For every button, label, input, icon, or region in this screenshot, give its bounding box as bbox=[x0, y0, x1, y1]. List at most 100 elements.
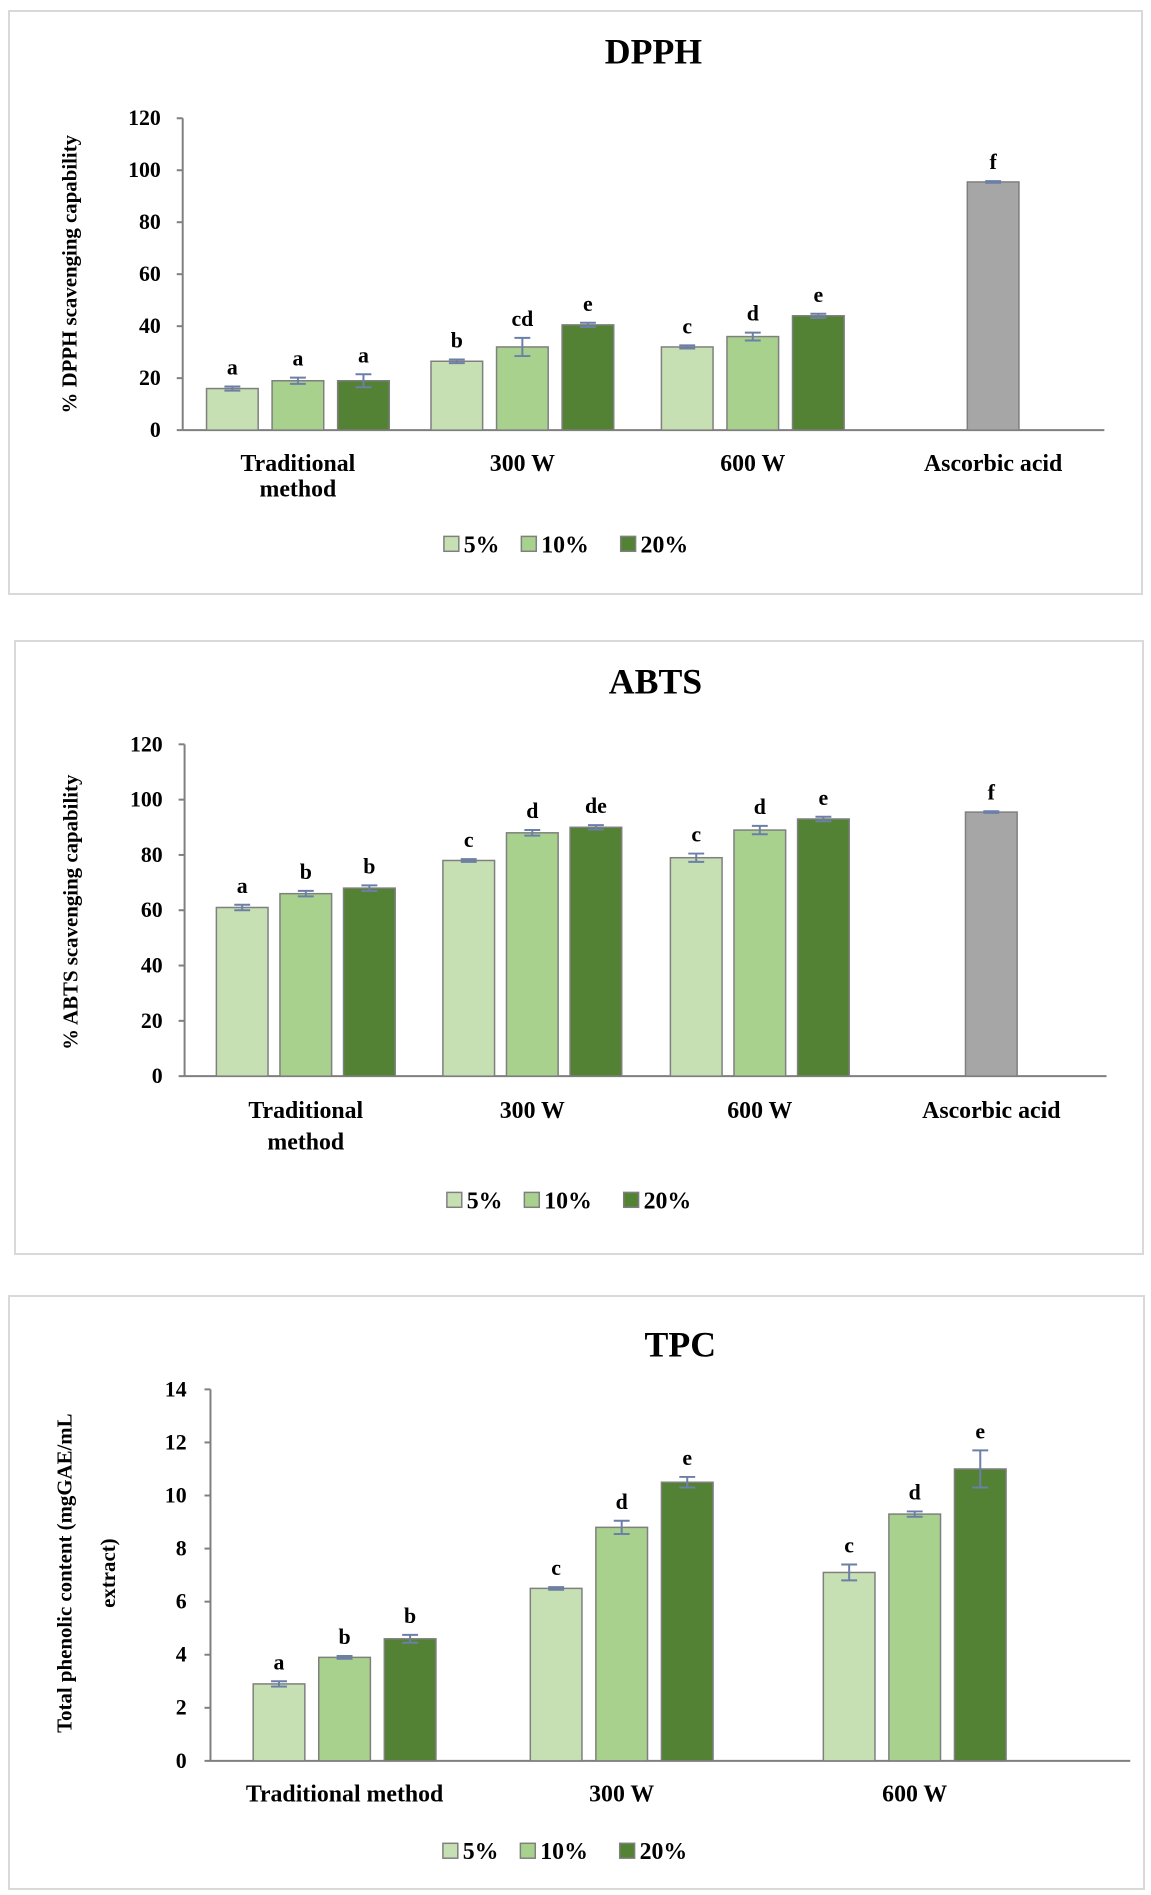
abts-significance-letter: d bbox=[754, 795, 766, 819]
tpc-significance-letter: e bbox=[975, 1419, 985, 1443]
dpph-bar bbox=[966, 181, 1020, 431]
tpc-category-label: 300 W bbox=[589, 1782, 654, 1808]
abts-bar bbox=[569, 826, 623, 1077]
dpph-category-label: Traditional method bbox=[241, 451, 356, 503]
dpph-bar bbox=[561, 324, 615, 431]
chart-panel-abts: ABTS 0 20 40 60 80 100 120 % ABTS scavenging cap… bbox=[14, 640, 1144, 1255]
tpc-bar bbox=[660, 1481, 714, 1762]
dpph-bar bbox=[430, 360, 484, 431]
abts-chart: ABTS 0 20 40 60 80 100 120 % ABTS scavenging cap… bbox=[58, 662, 1107, 1214]
dpph-bar bbox=[271, 379, 325, 431]
abts-y-tick-label: 0 bbox=[152, 1064, 163, 1088]
abts-legend-swatch bbox=[622, 1191, 640, 1209]
abts-significance-letter: b bbox=[300, 860, 312, 884]
tpc-category-label: Traditional method bbox=[246, 1782, 443, 1808]
dpph-bar bbox=[660, 346, 714, 431]
tpc-significance-letter: b bbox=[404, 1604, 416, 1628]
abts-category-label: Traditional method bbox=[248, 1098, 363, 1156]
abts-significance-letter: c bbox=[691, 823, 701, 847]
tpc-bar bbox=[317, 1656, 372, 1762]
abts-significance-letter: de bbox=[585, 794, 607, 818]
tpc-chart: TPC 0 2 4 6 8 10 12 14 Total phenolic content (mg… bbox=[52, 1325, 1131, 1865]
abts-bar bbox=[964, 811, 1018, 1077]
dpph-legend-label: 10% bbox=[541, 532, 589, 558]
dpph-legend-swatch bbox=[443, 535, 460, 553]
abts-legend: 5% 10% 20% bbox=[446, 1188, 692, 1214]
dpph-category-label: Ascorbic acid bbox=[924, 451, 1062, 477]
dpph-significance-letter: b bbox=[451, 329, 463, 353]
tpc-y-tick-label: 12 bbox=[165, 1430, 187, 1454]
abts-bar bbox=[279, 892, 333, 1077]
tpc-y-tick-label: 0 bbox=[176, 1749, 187, 1773]
dpph-legend: 5% 10% 20% bbox=[443, 532, 689, 558]
dpph-bar bbox=[726, 335, 780, 431]
chart-panel-tpc: TPC 0 2 4 6 8 10 12 14 Total phenolic content (mg… bbox=[8, 1295, 1145, 1890]
abts-category-label: 300 W bbox=[500, 1098, 565, 1124]
tpc-bar bbox=[383, 1638, 437, 1762]
tpc-significance-letter: e bbox=[682, 1446, 692, 1470]
abts-legend-label: 10% bbox=[544, 1188, 592, 1214]
tpc-legend-swatch bbox=[618, 1842, 636, 1859]
abts-y-tick-label: 80 bbox=[141, 843, 163, 867]
tpc-legend-swatch bbox=[442, 1842, 459, 1859]
tpc-y-tick-label: 6 bbox=[176, 1590, 187, 1614]
abts-significance-letter: d bbox=[526, 799, 538, 823]
tpc-significance-letter: d bbox=[909, 1481, 921, 1505]
abts-significance-letter: e bbox=[819, 786, 829, 810]
abts-y-tick-label: 40 bbox=[141, 954, 163, 978]
abts-y-tick-label: 60 bbox=[141, 898, 163, 922]
tpc-significance-letter: d bbox=[616, 1490, 628, 1514]
dpph-bar bbox=[336, 379, 391, 431]
abts-legend-label: 5% bbox=[467, 1188, 503, 1214]
abts-bar bbox=[796, 818, 850, 1077]
tpc-title: TPC bbox=[645, 1325, 717, 1365]
tpc-significance-letter: c bbox=[844, 1534, 854, 1558]
tpc-legend-swatch bbox=[519, 1842, 537, 1859]
dpph-significance-letter: c bbox=[682, 314, 692, 338]
tpc-significance-letter: a bbox=[274, 1650, 285, 1674]
tpc-bar bbox=[888, 1513, 942, 1762]
tpc-bar bbox=[953, 1468, 1007, 1762]
dpph-category-label: 600 W bbox=[720, 451, 785, 477]
dpph-title: DPPH bbox=[605, 32, 702, 72]
dpph-bar bbox=[495, 346, 549, 431]
dpph-category-label: 300 W bbox=[490, 451, 555, 477]
dpph-y-tick-label: 100 bbox=[128, 158, 161, 182]
abts-significance-letter: a bbox=[237, 874, 248, 898]
dpph-significance-letter: f bbox=[989, 150, 997, 174]
tpc-y-tick-label: 8 bbox=[176, 1537, 187, 1561]
tpc-bar bbox=[252, 1683, 306, 1762]
dpph-legend-swatch bbox=[520, 535, 538, 553]
abts-y-tick-label: 20 bbox=[141, 1009, 163, 1033]
tpc-y-tick-label: 10 bbox=[165, 1483, 187, 1507]
dpph-significance-letter: a bbox=[227, 356, 238, 380]
tpc-significance-letter: c bbox=[551, 1556, 561, 1580]
dpph-significance-letter: d bbox=[747, 302, 759, 326]
abts-bar bbox=[505, 832, 559, 1077]
tpc-bar bbox=[822, 1571, 876, 1762]
dpph-y-tick-label: 0 bbox=[150, 418, 161, 442]
abts-significance-letter: b bbox=[363, 854, 375, 878]
dpph-significance-letter: a bbox=[358, 343, 369, 367]
abts-significance-letter: c bbox=[464, 828, 474, 852]
abts-bar bbox=[342, 887, 396, 1077]
abts-bar bbox=[669, 856, 723, 1077]
dpph-legend-swatch bbox=[619, 535, 637, 553]
dpph-significance-letter: cd bbox=[511, 307, 533, 331]
tpc-y-tick-label: 14 bbox=[165, 1377, 187, 1401]
dpph-legend-label: 20% bbox=[641, 532, 689, 558]
tpc-y-tick-label: 4 bbox=[176, 1643, 187, 1667]
tpc-legend-label: 10% bbox=[540, 1839, 588, 1865]
tpc-bar bbox=[529, 1587, 583, 1762]
dpph-significance-letter: e bbox=[583, 292, 593, 316]
dpph-significance-letter: e bbox=[813, 283, 823, 307]
tpc-legend: 5% 10% 20% bbox=[442, 1839, 687, 1865]
tpc-bar bbox=[595, 1526, 649, 1762]
dpph-y-tick-label: 20 bbox=[139, 366, 161, 390]
dpph-legend-label: 5% bbox=[464, 532, 500, 558]
abts-bar bbox=[215, 906, 269, 1077]
abts-significance-letter: f bbox=[988, 780, 996, 804]
abts-legend-swatch bbox=[523, 1191, 541, 1209]
dpph-y-tick-label: 40 bbox=[139, 314, 161, 338]
abts-legend-label: 20% bbox=[644, 1188, 692, 1214]
